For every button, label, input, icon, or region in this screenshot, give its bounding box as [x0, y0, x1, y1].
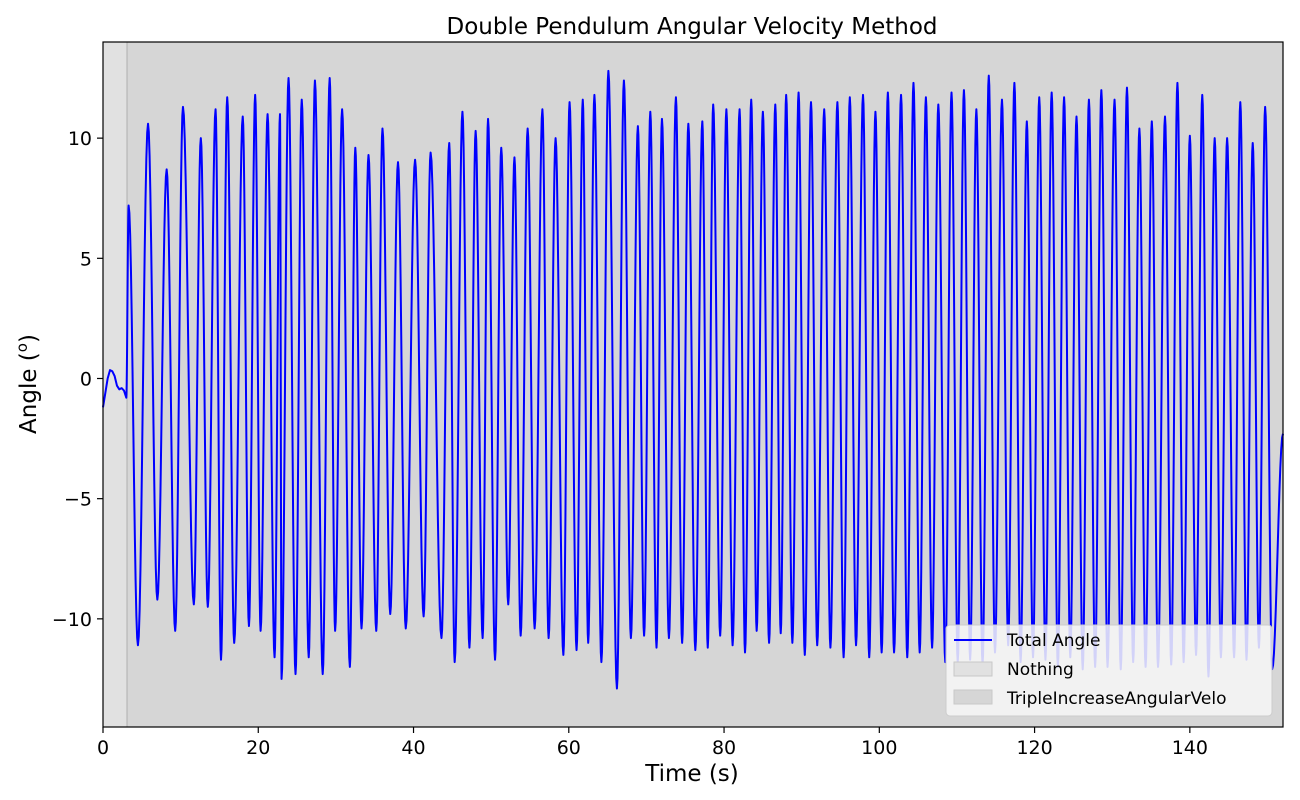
legend-swatch-triple-increase-angular-velo — [953, 689, 993, 705]
x-tick-label: 120 — [1016, 737, 1052, 759]
y-axis: −10 −5 0 5 10 — [52, 128, 103, 631]
legend: Total Angle Nothing TripleIncreaseAngula… — [945, 624, 1273, 717]
series-line-total-angle — [102, 69, 1284, 690]
y-tick-label: −10 — [52, 609, 92, 631]
x-tick-label: 80 — [712, 737, 736, 759]
y-tick-label: −5 — [64, 489, 92, 511]
legend-box — [945, 624, 1273, 717]
y-axis-label-main: Angle ( — [16, 352, 42, 434]
legend-label-triple-increase-angular-velo: TripleIncreaseAngularVelo — [1006, 689, 1227, 709]
legend-label-nothing: Nothing — [1007, 660, 1074, 680]
y-axis-label-sup: o — [13, 343, 31, 352]
plot-area — [102, 41, 1284, 728]
x-tick-label: 60 — [557, 737, 581, 759]
plot-frame — [102, 41, 1284, 728]
y-tick-label: 5 — [80, 248, 92, 270]
x-tick-label: 0 — [97, 737, 109, 759]
y-tick-label: 10 — [68, 128, 92, 150]
x-tick-label: 40 — [401, 737, 425, 759]
chart-title: Double Pendulum Angular Velocity Method — [447, 14, 938, 40]
x-tick-label: 100 — [861, 737, 897, 759]
x-tick-label: 140 — [1172, 737, 1208, 759]
x-axis: 0 20 40 60 80 100 120 140 — [97, 727, 1208, 759]
y-tick-label: 0 — [80, 368, 92, 390]
y-axis-label-end: ) — [16, 334, 42, 343]
legend-swatch-nothing — [953, 661, 993, 677]
x-axis-label: Time (s) — [644, 761, 739, 787]
x-tick-label: 20 — [246, 737, 270, 759]
legend-label-total-angle: Total Angle — [1006, 631, 1100, 651]
y-axis-label: Angle (o) — [13, 334, 42, 434]
